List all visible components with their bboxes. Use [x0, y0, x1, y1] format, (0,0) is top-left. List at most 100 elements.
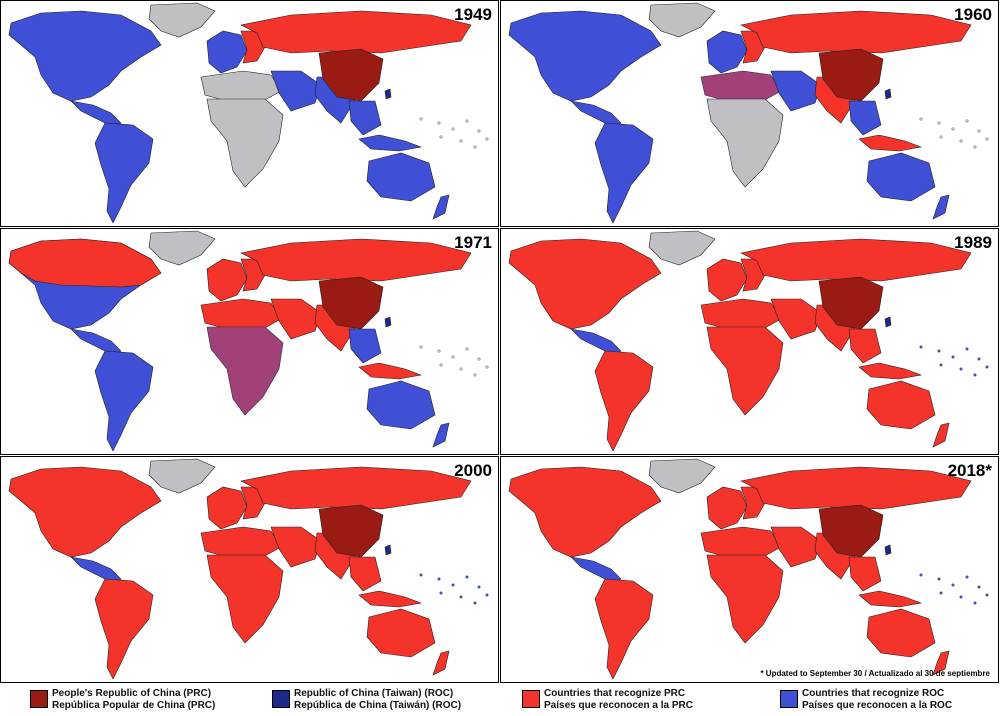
island-dot — [939, 135, 943, 139]
legend-label-es: República Popular de China (PRC) — [52, 700, 216, 711]
island-dot — [985, 365, 989, 369]
island-dot — [477, 585, 481, 589]
region-southeast-asia — [848, 100, 882, 136]
region-middle-east — [770, 526, 822, 568]
region-indonesia — [358, 134, 423, 152]
island-dot — [439, 363, 443, 367]
legend-swatch — [272, 690, 290, 708]
island-dot — [919, 573, 923, 577]
legend-label-es: Países que reconocen a la PRC — [544, 700, 693, 711]
map-panel-3: 1971 — [0, 228, 499, 455]
region-new-zealand — [432, 650, 450, 676]
region-europe-west — [706, 486, 748, 530]
region-greenland — [148, 2, 216, 38]
island-dot — [439, 135, 443, 139]
region-north-africa — [200, 298, 282, 330]
region-new-zealand — [432, 422, 450, 448]
island-dot — [965, 347, 969, 351]
island-dot — [959, 139, 963, 143]
region-indonesia — [858, 362, 923, 380]
island-dot — [937, 349, 941, 353]
region-australia — [866, 608, 936, 658]
region-europe-west — [706, 258, 748, 302]
island-dot — [919, 117, 923, 121]
region-new-zealand — [932, 650, 950, 676]
region-china — [818, 48, 884, 102]
legend-label-en: People's Republic of China (PRC) — [52, 688, 212, 699]
island-dot — [459, 139, 463, 143]
region-china — [318, 48, 384, 102]
island-dot — [451, 583, 455, 587]
island-dot — [473, 601, 477, 605]
footnote: * Updated to September 30 / Actualizado … — [760, 669, 990, 678]
island-dot — [985, 593, 989, 597]
island-dot — [965, 119, 969, 123]
region-central-america — [570, 328, 622, 356]
legend-label-en: Countries that recognize ROC — [802, 688, 945, 699]
region-europe-west — [206, 258, 248, 302]
legend-swatch — [780, 690, 798, 708]
region-taiwan — [384, 316, 392, 328]
region-north-africa — [700, 70, 782, 102]
island-dot — [977, 585, 981, 589]
map-grid: 1949 1960 1971 1989 2000 2018* * Updated… — [0, 0, 999, 683]
region-greenland — [148, 230, 216, 266]
region-north-america — [508, 466, 662, 558]
region-southeast-asia — [848, 328, 882, 364]
region-australia — [366, 152, 436, 202]
region-taiwan — [384, 544, 392, 556]
region-africa-mixed — [207, 327, 283, 415]
region-central-america — [70, 100, 122, 128]
island-dot — [459, 367, 463, 371]
year-label: 1971 — [454, 233, 492, 252]
region-central-america — [70, 328, 122, 356]
region-greenland — [648, 2, 716, 38]
island-dot — [973, 601, 977, 605]
island-dot — [965, 575, 969, 579]
region-south-america — [94, 350, 154, 452]
region-north-africa-mixed — [701, 71, 781, 101]
island-dot — [465, 119, 469, 123]
region-middle-east — [770, 70, 822, 112]
region-southeast-asia — [348, 556, 382, 592]
region-southeast-asia — [348, 328, 382, 364]
region-australia — [866, 152, 936, 202]
region-south-america — [594, 122, 654, 224]
year-label: 2000 — [454, 461, 492, 480]
region-europe-west — [206, 486, 248, 530]
region-china — [318, 276, 384, 330]
region-europe-west — [706, 30, 748, 74]
island-dot — [477, 357, 481, 361]
region-africa — [206, 554, 284, 644]
region-north-africa — [200, 70, 282, 102]
island-dot — [973, 373, 977, 377]
region-africa — [706, 326, 784, 416]
region-russia — [240, 466, 472, 510]
region-north-america — [8, 466, 162, 558]
island-dot — [939, 591, 943, 595]
island-dot — [451, 355, 455, 359]
region-taiwan — [884, 88, 892, 100]
legend-label-es: Países que reconocen a la ROC — [802, 700, 953, 711]
island-dot — [937, 121, 941, 125]
island-dot — [419, 573, 423, 577]
region-africa — [706, 98, 784, 188]
region-africa — [206, 98, 284, 188]
region-china — [818, 276, 884, 330]
island-dot — [473, 145, 477, 149]
legend-label-en: Countries that recognize PRC — [544, 688, 686, 699]
year-label: 1960 — [954, 5, 992, 24]
legend-label-en: Republic of China (Taiwan) (ROC) — [294, 688, 454, 699]
region-middle-east — [270, 70, 322, 112]
region-indonesia — [858, 134, 923, 152]
region-middle-east — [770, 298, 822, 340]
region-greenland — [148, 458, 216, 494]
region-new-zealand — [932, 422, 950, 448]
island-dot — [951, 583, 955, 587]
region-greenland — [648, 230, 716, 266]
map-panel-4: 1989 — [500, 228, 999, 455]
world-map-3 — [8, 230, 489, 452]
island-dot — [973, 145, 977, 149]
region-greenland — [648, 458, 716, 494]
region-indonesia — [858, 590, 923, 608]
